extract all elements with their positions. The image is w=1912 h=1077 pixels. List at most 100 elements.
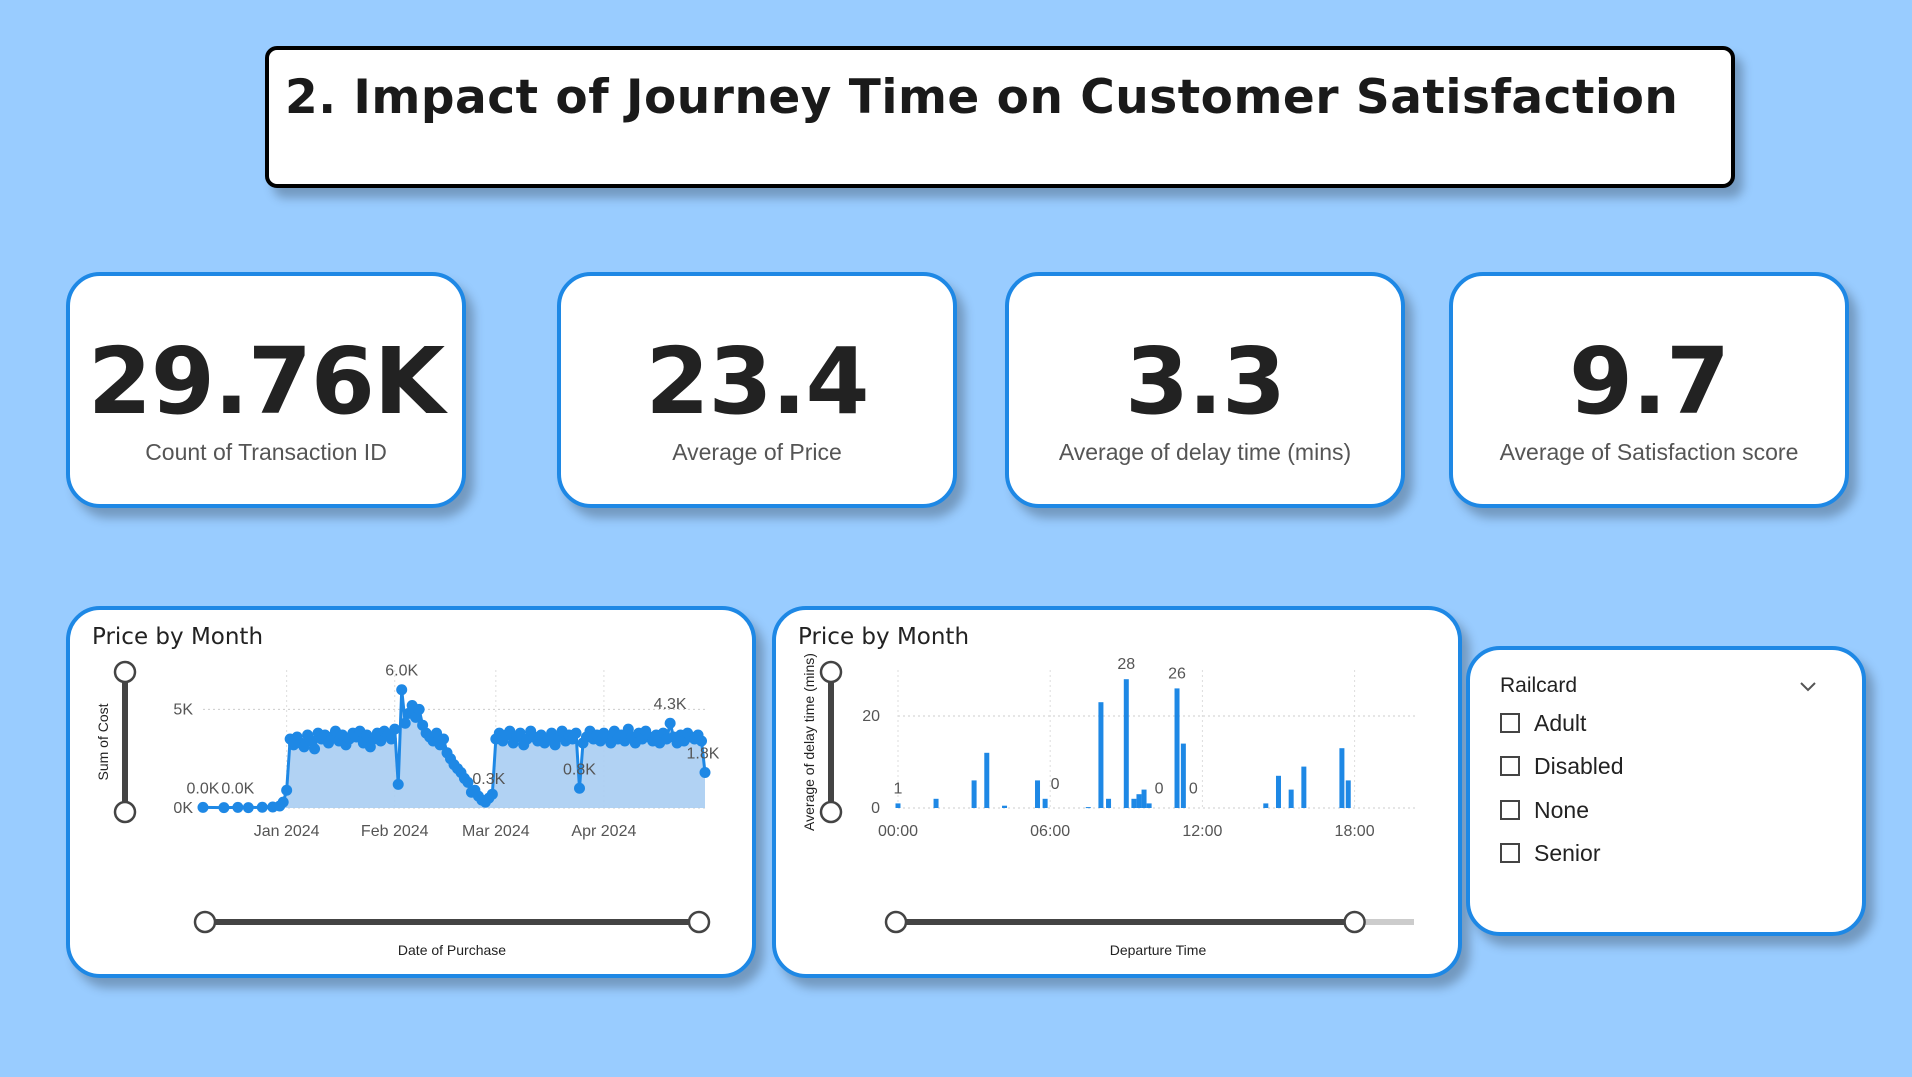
x-tick-label: Feb 2024 <box>361 823 429 840</box>
data-label: 0 <box>1051 776 1060 793</box>
kpi-value: 23.4 <box>645 328 870 435</box>
data-point <box>664 717 676 729</box>
x-tick-label: 12:00 <box>1182 823 1222 840</box>
slicer-item-label: Disabled <box>1534 752 1624 779</box>
slicer-item-disabled[interactable]: Disabled <box>1500 751 1624 781</box>
slicer-item-label: Adult <box>1534 709 1587 736</box>
data-point <box>281 784 293 796</box>
bar <box>1180 743 1186 808</box>
data-point <box>462 776 474 788</box>
x-range-handle-right <box>687 910 711 934</box>
chevron-down-icon[interactable] <box>1798 676 1818 696</box>
chart-title: Price by Month <box>92 624 264 650</box>
data-label: 1.8K <box>687 746 720 763</box>
x-tick-label: 18:00 <box>1335 823 1375 840</box>
bar <box>1345 780 1351 808</box>
slicer-item-adult[interactable]: Adult <box>1500 708 1586 738</box>
y-axis-title: Average of delay time (mins) <box>801 653 817 831</box>
data-label: 0.0K <box>221 780 254 797</box>
data-point <box>256 801 268 813</box>
bar <box>1263 803 1269 808</box>
x-range-handle-left <box>884 910 908 934</box>
bar <box>1042 798 1048 808</box>
bar <box>1131 798 1137 808</box>
railcard-slicer[interactable]: Railcard Adult Disabled None Senior <box>1466 646 1866 936</box>
bar <box>1141 789 1147 808</box>
data-point <box>242 802 254 814</box>
kpi-value: 3.3 <box>1125 328 1286 435</box>
checkbox[interactable] <box>1500 713 1520 733</box>
data-point <box>438 733 450 745</box>
bar <box>1288 789 1294 808</box>
bar <box>1123 679 1129 808</box>
y-range-handle-top <box>819 660 843 684</box>
data-point <box>385 733 397 745</box>
data-point <box>218 802 230 814</box>
title-box: 2. Impact of Journey Time on Customer Sa… <box>265 46 1735 188</box>
chart-title: Price by Month <box>798 624 970 650</box>
x-tick-label: 00:00 <box>878 823 918 840</box>
data-label: 28 <box>1117 656 1135 673</box>
x-tick-label: Mar 2024 <box>462 823 530 840</box>
bar <box>933 798 939 808</box>
kpi-value: 9.7 <box>1569 328 1730 435</box>
chart-card-price-by-month-area[interactable]: Price by Month 0K 5K Jan 2024 Feb 2024 Mar 2… <box>66 606 756 978</box>
kpi-card-transaction-count: 29.76K Count of Transaction ID <box>66 272 466 508</box>
kpi-label: Average of Price <box>672 439 842 465</box>
slicer-item-label: Senior <box>1534 839 1601 866</box>
checkbox[interactable] <box>1500 800 1520 820</box>
x-tick-label: 06:00 <box>1030 823 1070 840</box>
y-tick-label: 20 <box>862 708 880 725</box>
data-point <box>197 801 209 813</box>
bar <box>1098 702 1104 808</box>
bar <box>1301 766 1307 808</box>
data-label: 4.3K <box>654 696 687 713</box>
bar <box>971 780 977 808</box>
data-point <box>413 703 425 715</box>
slicer-title: Railcard <box>1500 674 1578 697</box>
slicer-item-label: None <box>1534 796 1589 823</box>
data-label: 26 <box>1168 665 1186 682</box>
slicer-item-none[interactable]: None <box>1500 795 1589 825</box>
bar <box>895 803 901 808</box>
area-fill <box>203 689 705 808</box>
y-tick-label: 0K <box>173 800 193 817</box>
bar <box>1085 807 1091 809</box>
data-label: 0 <box>1189 780 1198 797</box>
data-point <box>277 796 289 808</box>
bar <box>984 752 990 808</box>
bar <box>1002 805 1008 808</box>
kpi-label: Average of delay time (mins) <box>1058 439 1352 465</box>
area-chart[interactable]: 0K 5K Jan 2024 Feb 2024 Mar 2024 Apr 2024 0.0K… <box>70 610 752 974</box>
data-label: 1 <box>894 780 903 797</box>
bar <box>1174 688 1180 808</box>
checkbox[interactable] <box>1500 843 1520 863</box>
slicer-item-senior[interactable]: Senior <box>1500 838 1600 868</box>
y-range-handle-bottom <box>113 800 137 824</box>
data-label: 0 <box>1155 780 1164 797</box>
bar <box>1275 775 1281 808</box>
data-point <box>396 684 408 696</box>
x-tick-label: Jan 2024 <box>254 823 320 840</box>
x-axis-title: Departure Time <box>1110 942 1207 958</box>
data-label: 0.0K <box>187 780 220 797</box>
data-point <box>392 778 404 790</box>
data-point <box>399 717 411 729</box>
data-label: 6.0K <box>385 663 418 680</box>
data-point <box>696 735 708 747</box>
y-range-handle-top <box>113 660 137 684</box>
x-tick-label: Apr 2024 <box>571 823 636 840</box>
data-point <box>309 743 321 755</box>
y-tick-label: 0 <box>871 800 880 817</box>
data-point <box>232 801 244 813</box>
x-range-handle-left <box>193 910 217 934</box>
chart-card-price-by-month-bar[interactable]: Price by Month 0 20 00:00 06:00 12:00 18:00 1 0… <box>772 606 1462 978</box>
kpi-card-average-satisfaction: 9.7 Average of Satisfaction score <box>1449 272 1849 508</box>
bar <box>1035 780 1041 808</box>
y-axis-title: Sum of Cost <box>95 703 111 780</box>
data-point <box>570 727 582 739</box>
x-range-handle-right <box>1343 910 1366 934</box>
checkbox[interactable] <box>1500 756 1520 776</box>
data-point <box>486 788 498 800</box>
